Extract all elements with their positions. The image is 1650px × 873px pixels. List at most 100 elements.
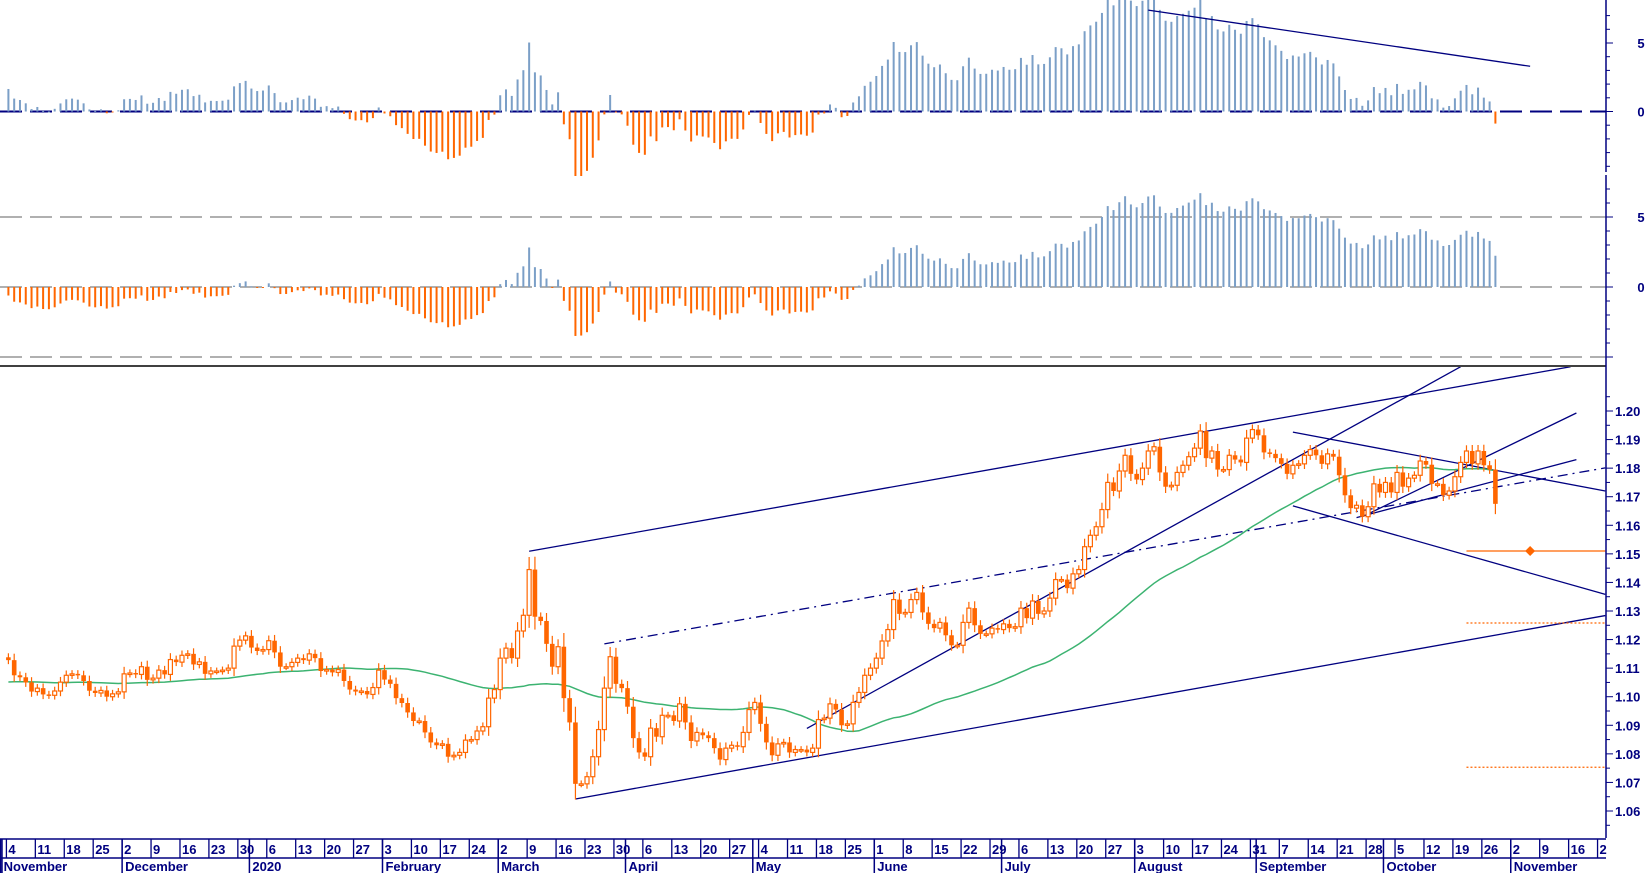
candle <box>1163 466 1168 493</box>
histogram-bar <box>551 287 554 288</box>
histogram-bar <box>528 42 531 112</box>
oscillator-panel-1 <box>0 0 1606 176</box>
candle <box>312 649 318 663</box>
histogram-bar <box>71 287 74 300</box>
candle-body-up <box>439 743 445 746</box>
candle <box>167 653 174 681</box>
candle <box>688 715 694 749</box>
candle <box>1441 478 1446 501</box>
axis-label: 0 <box>1637 280 1644 295</box>
candle-body-up <box>601 687 607 731</box>
histogram-bar <box>128 98 131 112</box>
histogram-bar <box>1349 243 1352 287</box>
candle <box>497 648 503 700</box>
histogram-bar <box>690 287 693 314</box>
histogram-bar <box>1124 196 1127 287</box>
candle-body-down <box>1215 451 1220 470</box>
candle-body-up <box>1087 534 1093 548</box>
histogram-bar <box>609 94 612 112</box>
candle <box>1417 454 1423 482</box>
histogram-bar <box>759 287 762 304</box>
candle <box>208 667 214 678</box>
week-label: 2 <box>1513 842 1520 857</box>
histogram-bar <box>140 287 143 296</box>
candle <box>1232 451 1238 464</box>
histogram-bar <box>1251 198 1254 287</box>
histogram-bar <box>1286 58 1289 112</box>
candle <box>1145 444 1151 475</box>
histogram-bar <box>690 111 693 142</box>
histogram-bar <box>996 70 999 112</box>
histogram-bar <box>82 287 85 303</box>
candle <box>1452 470 1458 498</box>
histogram-bar <box>371 287 374 302</box>
week-label: 13 <box>298 842 312 857</box>
histogram-bar <box>250 88 253 112</box>
candle <box>839 703 844 732</box>
candle-body-up <box>885 628 891 642</box>
histogram-bar <box>1442 107 1445 112</box>
candle-body-down <box>1400 472 1406 487</box>
candle <box>318 652 324 677</box>
histogram-bar <box>794 111 797 136</box>
histogram-bar <box>1424 85 1427 112</box>
candle <box>63 670 69 687</box>
candle-body-down <box>931 623 937 629</box>
candle <box>1168 481 1174 491</box>
histogram-bar <box>1176 208 1179 287</box>
candle <box>735 741 740 751</box>
candle <box>1087 529 1093 553</box>
histogram-bar <box>1008 69 1011 112</box>
histogram-bar <box>7 88 10 112</box>
histogram-bar <box>632 111 635 145</box>
histogram-bar <box>389 287 392 300</box>
histogram-bar <box>765 287 768 311</box>
candle-body-up <box>914 591 920 601</box>
week-label: 23 <box>587 842 601 857</box>
month-label: May <box>756 859 782 873</box>
histogram-bar <box>209 287 212 297</box>
candle-body-down <box>671 715 677 721</box>
week-label: 16 <box>182 842 196 857</box>
histogram-bar <box>765 111 768 134</box>
candle-body-up <box>283 666 289 669</box>
candle <box>231 638 237 676</box>
histogram-bar <box>1083 31 1086 112</box>
histogram-bar <box>672 111 675 131</box>
histogram-bar <box>53 108 56 112</box>
histogram-bar <box>1482 238 1485 287</box>
histogram-bar <box>476 111 479 141</box>
candle-body-up <box>1070 573 1076 589</box>
month-label: December <box>125 859 188 873</box>
week-label: 4 <box>8 842 16 857</box>
price-axis-label: 1.12 <box>1615 633 1640 648</box>
candle <box>1267 448 1273 458</box>
histogram-bar <box>655 287 658 313</box>
histogram-bar <box>829 104 832 112</box>
candle-body-up <box>1099 508 1105 528</box>
candle <box>1174 466 1180 492</box>
histogram-bar <box>956 80 959 112</box>
candle <box>526 557 532 628</box>
histogram-bar <box>192 96 195 112</box>
candle-body-down <box>1388 482 1394 493</box>
candle-body-down <box>926 612 931 624</box>
candle-body-up <box>723 747 729 761</box>
week-label: 9 <box>153 842 160 857</box>
histogram-bar <box>1407 235 1410 287</box>
candle <box>1012 623 1018 632</box>
histogram-bar <box>1037 257 1040 287</box>
candle-body-down <box>133 673 138 675</box>
histogram-bar <box>742 111 745 130</box>
candle-body-down <box>1267 452 1273 454</box>
histogram-bar <box>1060 48 1063 112</box>
histogram-bar <box>36 106 39 112</box>
candle <box>75 670 81 679</box>
candle-body-down <box>1313 449 1319 456</box>
candle <box>1036 595 1041 620</box>
candle <box>764 716 769 750</box>
candle <box>98 686 104 697</box>
candle <box>399 693 405 708</box>
candle-body-up <box>520 614 526 632</box>
histogram-bar <box>1199 0 1202 112</box>
